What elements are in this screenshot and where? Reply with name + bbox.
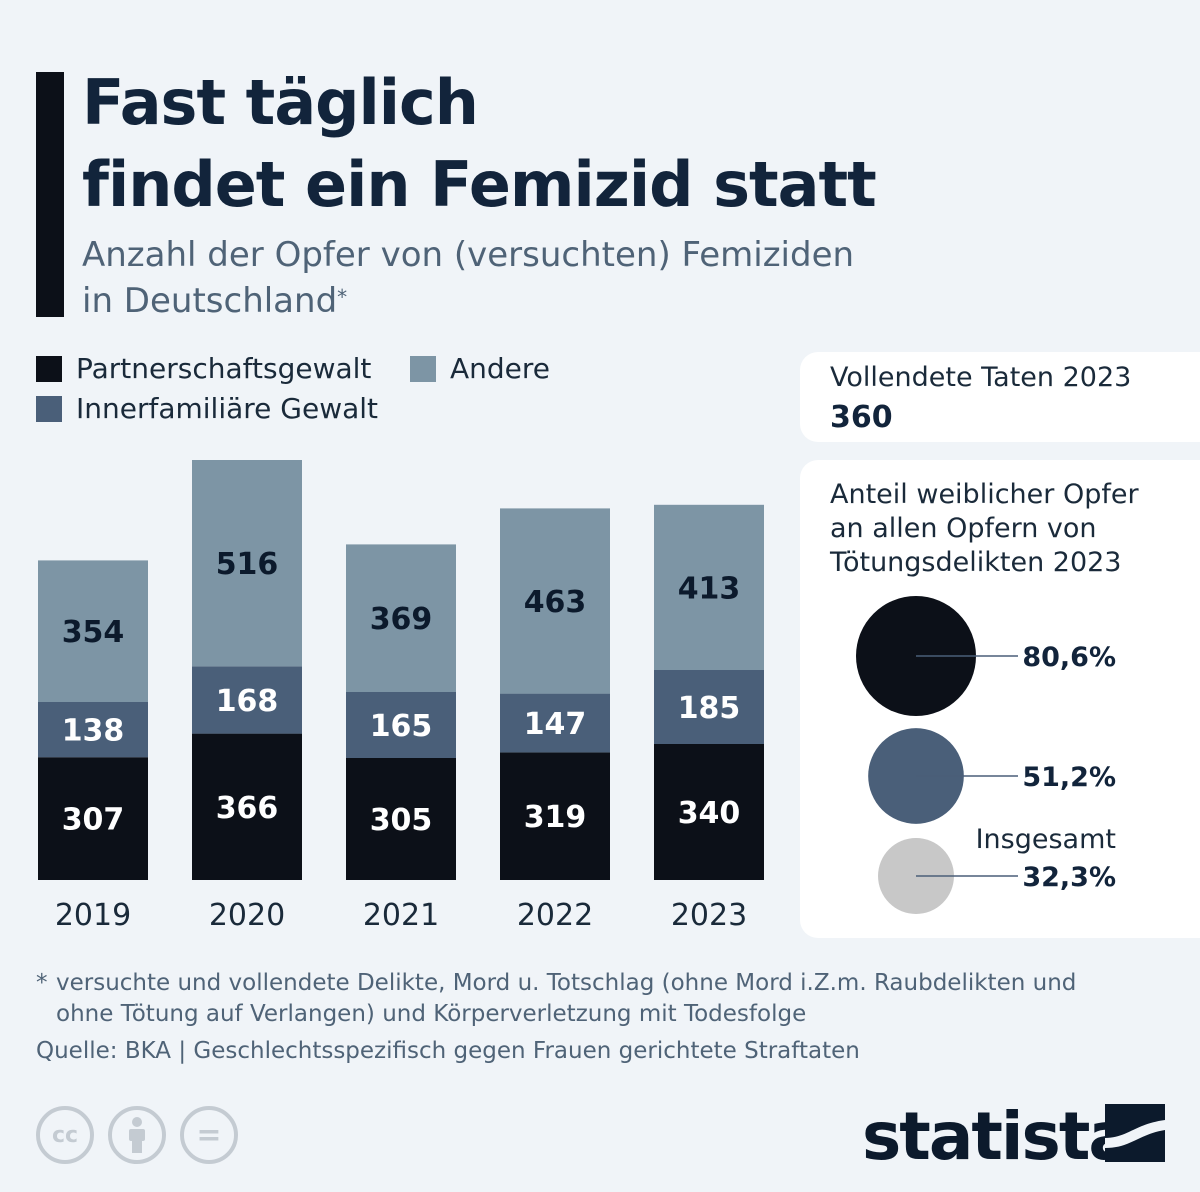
female-share-label-line-3: Tötungsdelikten 2023: [830, 547, 1122, 578]
x-tick-label: 2022: [517, 898, 593, 933]
legend-swatch-other: [410, 355, 436, 382]
subtitle-footnote-mark: *: [337, 285, 348, 309]
x-tick-label: 2021: [363, 898, 439, 933]
data-label-2020: 366: [216, 791, 279, 826]
data-label-2022: 147: [524, 707, 587, 742]
data-label-2022: 463: [524, 585, 587, 620]
title-line-1: Fast täglich: [82, 66, 479, 139]
data-label-2019: 354: [62, 615, 125, 650]
bar-segment-2020-other: [192, 460, 302, 667]
attribution-icon[interactable]: [108, 1106, 166, 1164]
footnote: * versuchte und vollendete Delikte, Mord…: [36, 968, 1136, 1030]
subtitle: Anzahl der Opfer von (versuchten) Femizi…: [82, 232, 982, 324]
footnote-mark: *: [36, 970, 48, 996]
data-label-2023: 340: [678, 796, 741, 831]
data-label-2023: 185: [678, 691, 741, 726]
subtitle-line-1: Anzahl der Opfer von (versuchten) Femizi…: [82, 235, 855, 275]
data-label-2021: 369: [370, 602, 433, 637]
bar-segment-2019-other: [38, 560, 148, 702]
legend-item-partnerschaftsgewalt: Partnerschaftsgewalt: [36, 352, 371, 385]
bar-segment-2020-family: [192, 666, 302, 734]
legend-swatch-partner: [36, 355, 62, 382]
share-sublabel: Insgesamt: [976, 824, 1116, 855]
legend-item-innerfamiliaere-gewalt: Innerfamiliäre Gewalt: [36, 392, 378, 425]
bar-segment-2021-other: [346, 544, 456, 692]
completed-acts-panel: Vollendete Taten 2023 360: [800, 352, 1200, 442]
bar-segment-2020-partner: [192, 733, 302, 880]
share-value-label: 32,3%: [1022, 862, 1116, 893]
bar-segment-2022-other: [500, 508, 610, 694]
female-share-label-line-1: Anteil weiblicher Opfer: [830, 479, 1139, 510]
bar-segment-2022-partner: [500, 752, 610, 880]
data-label-2020: 516: [216, 547, 279, 582]
bar-segment-2019-family: [38, 702, 148, 758]
stacked-bar-chart: 307 138 354 2019 366 168 516 2020 305 165 369 2021 3…: [38, 460, 764, 933]
title-line-2: findet ein Femizid statt: [82, 148, 877, 221]
legend-item-andere: Andere: [410, 352, 550, 385]
legend-swatch-family: [36, 395, 62, 422]
license-icons: cc =: [36, 1106, 238, 1164]
data-label-2023: 413: [678, 571, 741, 606]
statista-logo-icon[interactable]: [1105, 1104, 1165, 1162]
data-label-2021: 165: [370, 709, 433, 744]
legend-label: Andere: [450, 352, 551, 385]
completed-acts-value: 360: [830, 400, 893, 435]
data-label-2020: 168: [216, 684, 279, 719]
subtitle-line-2: in Deutschland*: [82, 278, 982, 324]
female-share-panel: Anteil weiblicher Opfer an allen Opfern …: [800, 460, 1200, 938]
completed-acts-label: Vollendete Taten 2023: [830, 362, 1132, 393]
female-share-label-line-2: an allen Opfern von: [830, 513, 1097, 544]
x-tick-label: 2023: [671, 898, 747, 933]
share-value-label: 80,6%: [1022, 642, 1116, 673]
bar-segment-2023-family: [654, 670, 764, 744]
subtitle-line-2-text: in Deutschland: [82, 281, 338, 321]
cc-icon[interactable]: cc: [36, 1106, 94, 1164]
share-circles: 80,6% 51,2% 32,3% Insgesamt: [856, 596, 1116, 914]
x-tick-label: 2020: [209, 898, 285, 933]
data-label-2019: 138: [62, 714, 125, 749]
footnote-text: versuchte und vollendete Delikte, Mord u…: [56, 970, 1077, 1027]
data-label-2021: 305: [370, 803, 433, 838]
data-label-2022: 319: [524, 800, 587, 835]
brand-wordmark[interactable]: statista: [862, 1098, 1133, 1175]
person-glyph: [129, 1117, 145, 1153]
page-title: Fast täglich findet ein Femizid statt: [82, 62, 982, 226]
female-share-label: Anteil weiblicher Opfer an allen Opfern …: [830, 478, 1190, 580]
bar-segment-2021-partner: [346, 758, 456, 880]
share-value-label: 51,2%: [1022, 762, 1116, 793]
bar-segment-2021-family: [346, 692, 456, 758]
bar-segment-2022-family: [500, 693, 610, 753]
data-label-2019: 307: [62, 803, 125, 838]
bar-segment-2019-partner: [38, 757, 148, 880]
source-line: Quelle: BKA | Geschlechtsspezifisch gege…: [36, 1038, 860, 1064]
title-accent-bar: [36, 72, 64, 317]
bar-segment-2023-other: [654, 504, 764, 670]
legend-label: Innerfamiliäre Gewalt: [76, 392, 379, 425]
x-tick-label: 2019: [55, 898, 131, 933]
bar-segment-2023-partner: [654, 744, 764, 880]
legend-label: Partnerschaftsgewalt: [76, 352, 372, 385]
no-derivatives-icon[interactable]: =: [180, 1106, 238, 1164]
